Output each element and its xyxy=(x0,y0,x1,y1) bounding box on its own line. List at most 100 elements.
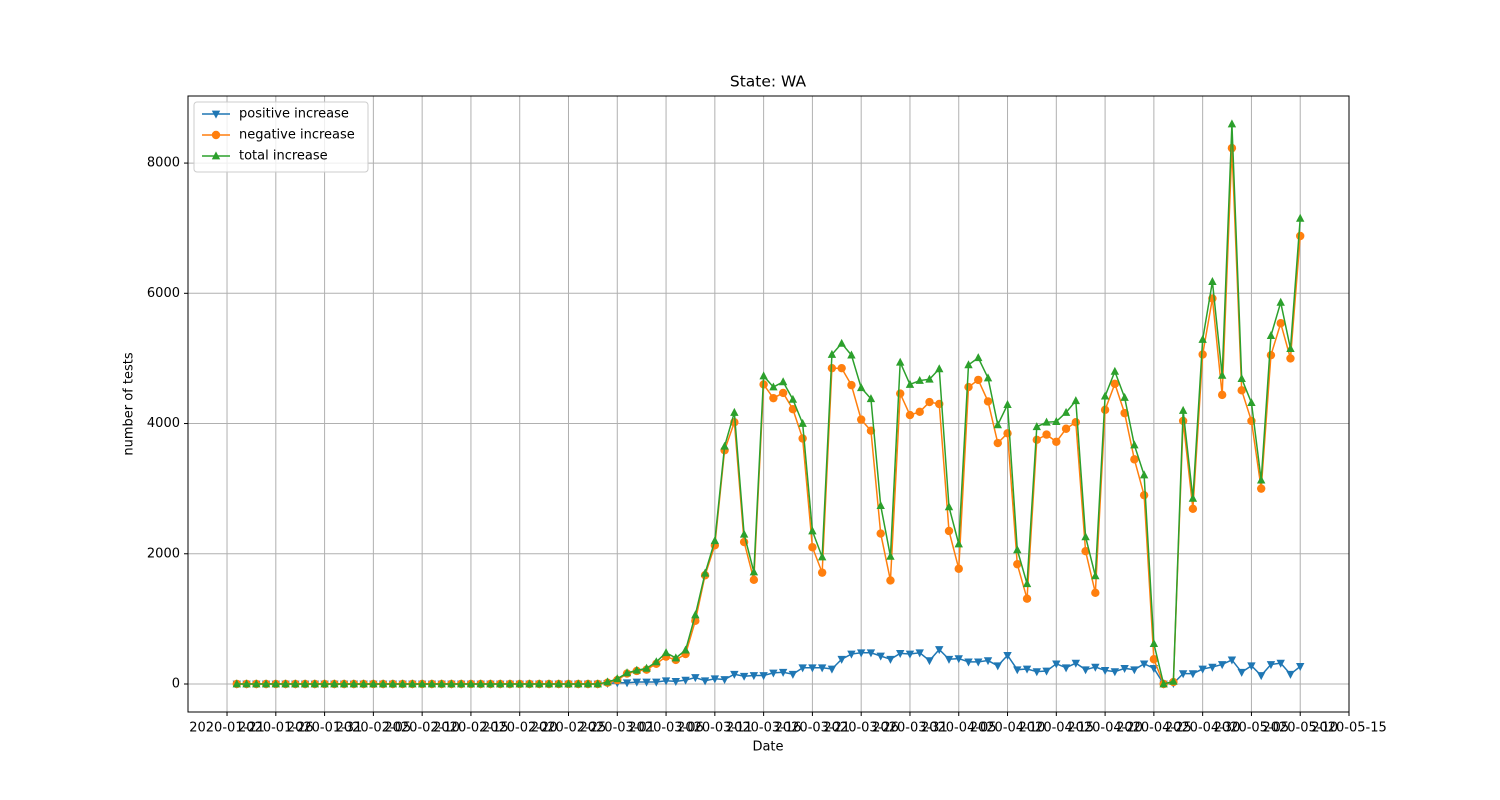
x-tick-label: 2020-04-05 xyxy=(921,721,997,736)
marker xyxy=(1256,475,1266,484)
marker xyxy=(1256,672,1266,681)
marker xyxy=(466,679,476,688)
marker xyxy=(915,407,924,417)
marker xyxy=(925,374,934,383)
marker xyxy=(661,648,671,657)
marker xyxy=(896,357,905,366)
marker xyxy=(496,679,505,688)
marker xyxy=(896,650,905,659)
marker xyxy=(486,679,495,688)
marker xyxy=(652,657,661,666)
marker xyxy=(1286,670,1295,679)
marker xyxy=(1169,676,1178,685)
marker xyxy=(817,568,827,577)
marker xyxy=(1110,668,1120,677)
marker xyxy=(935,646,944,655)
marker xyxy=(1217,390,1227,400)
marker xyxy=(310,679,320,688)
marker xyxy=(944,502,954,511)
plot-frame xyxy=(187,95,1350,713)
marker xyxy=(505,679,515,688)
x-tick-label: 2020-03-26 xyxy=(823,721,899,736)
x-tick-label: 2020-03-11 xyxy=(677,721,753,736)
marker xyxy=(1091,588,1100,598)
marker xyxy=(1237,668,1246,677)
x-tick-label: 2020-03-06 xyxy=(628,721,704,736)
marker xyxy=(1013,545,1022,554)
marker xyxy=(817,552,827,561)
marker xyxy=(1188,670,1198,679)
marker xyxy=(710,536,720,545)
marker xyxy=(603,677,612,686)
marker xyxy=(447,679,456,688)
marker xyxy=(847,650,856,659)
marker xyxy=(1217,661,1227,670)
marker xyxy=(1149,665,1159,673)
marker xyxy=(1061,407,1071,416)
marker xyxy=(1003,429,1012,438)
marker xyxy=(622,668,632,677)
marker xyxy=(954,539,963,548)
marker xyxy=(281,679,290,688)
marker xyxy=(925,657,934,666)
marker xyxy=(564,679,573,688)
marker xyxy=(1188,504,1198,514)
marker xyxy=(749,567,759,576)
marker xyxy=(993,420,1002,429)
marker xyxy=(915,375,924,384)
marker xyxy=(1110,366,1120,375)
marker xyxy=(798,418,807,427)
marker xyxy=(1120,392,1129,401)
marker xyxy=(856,383,866,392)
x-tick-label: 2020-01-21 xyxy=(189,721,265,736)
x-tick-label: 2020-03-01 xyxy=(579,721,655,736)
marker xyxy=(749,672,759,681)
marker xyxy=(1276,297,1285,306)
legend-label: total increase xyxy=(239,149,328,164)
marker xyxy=(652,678,661,687)
marker xyxy=(232,679,241,688)
marker xyxy=(876,652,885,661)
marker xyxy=(1032,668,1041,677)
marker xyxy=(1227,119,1237,128)
marker xyxy=(808,664,817,673)
marker xyxy=(456,679,466,688)
marker xyxy=(300,679,310,688)
x-tick-label: 2020-05-05 xyxy=(1214,721,1290,736)
marker xyxy=(261,679,271,688)
marker xyxy=(1286,354,1295,363)
marker xyxy=(964,658,973,667)
marker xyxy=(1110,379,1120,389)
marker xyxy=(925,397,934,407)
marker xyxy=(437,679,446,688)
marker xyxy=(739,672,749,681)
marker xyxy=(1081,546,1090,556)
marker xyxy=(954,564,963,573)
marker xyxy=(1071,418,1081,427)
marker xyxy=(1042,430,1051,439)
marker xyxy=(974,353,983,362)
marker xyxy=(1003,400,1012,409)
marker xyxy=(944,655,954,664)
marker xyxy=(632,665,641,674)
marker xyxy=(1052,660,1061,669)
marker xyxy=(1266,331,1276,339)
marker xyxy=(427,679,437,688)
marker xyxy=(378,679,388,688)
marker xyxy=(808,543,817,552)
marker xyxy=(954,655,963,664)
marker xyxy=(1208,663,1217,672)
marker xyxy=(1247,662,1256,671)
series xyxy=(232,119,1305,688)
marker xyxy=(1100,666,1110,675)
marker xyxy=(788,405,798,414)
marker xyxy=(1091,571,1100,580)
marker xyxy=(369,679,378,688)
marker xyxy=(749,575,759,585)
marker xyxy=(759,672,768,681)
marker xyxy=(1091,663,1100,672)
marker xyxy=(1139,470,1149,479)
marker xyxy=(1296,663,1305,672)
legend: positive increase negative increase total … xyxy=(193,101,369,173)
marker xyxy=(847,350,856,359)
